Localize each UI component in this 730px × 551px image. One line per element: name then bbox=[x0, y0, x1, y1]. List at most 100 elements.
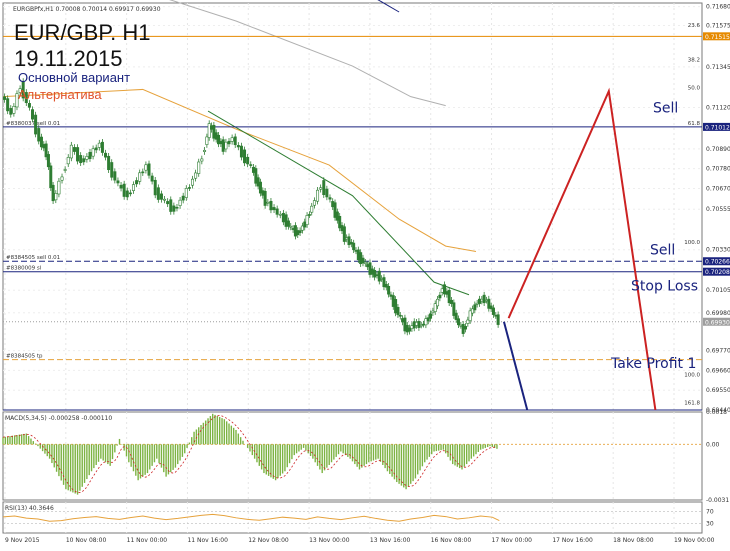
candle-body bbox=[489, 305, 493, 310]
candle-body bbox=[12, 106, 16, 114]
candle-body bbox=[159, 193, 163, 200]
candle-body bbox=[72, 147, 76, 152]
candle-body bbox=[269, 200, 273, 211]
price-tag-box bbox=[703, 267, 730, 276]
candle-body bbox=[482, 294, 486, 304]
y-tick-label: 0.71120 bbox=[706, 104, 730, 111]
candle-body bbox=[166, 201, 170, 205]
candle-body bbox=[82, 158, 86, 163]
candle-body bbox=[227, 140, 231, 145]
candle-body bbox=[236, 145, 240, 148]
candle-body bbox=[91, 148, 95, 157]
candle-body bbox=[88, 151, 92, 159]
candle-body bbox=[203, 149, 207, 152]
candle-body bbox=[473, 304, 477, 311]
fib-level-label: 50.0 bbox=[688, 85, 701, 91]
candle-body bbox=[18, 88, 22, 93]
candle-body bbox=[156, 187, 160, 200]
candle-body bbox=[263, 190, 267, 206]
order-label: #8384505 tp bbox=[6, 354, 43, 360]
y-tick-label: 0.71680 bbox=[706, 4, 730, 11]
macd-panel-frame bbox=[2, 411, 703, 501]
candle-body bbox=[66, 157, 70, 165]
y-tick-label: 0.69770 bbox=[706, 348, 730, 355]
price-tag-box bbox=[703, 257, 730, 266]
candle-body bbox=[239, 145, 243, 158]
rsi-y-tick: 70 bbox=[706, 508, 714, 515]
price-tag-box bbox=[703, 317, 730, 326]
candle-body bbox=[135, 180, 139, 185]
candle-body bbox=[44, 143, 48, 158]
candle-body bbox=[419, 324, 423, 327]
candle-body bbox=[34, 114, 38, 135]
candle-body bbox=[15, 93, 19, 108]
candle-body bbox=[46, 154, 50, 168]
annotation-label: Stop Loss bbox=[631, 279, 698, 295]
macd-signal-line bbox=[2, 415, 497, 493]
candle-body bbox=[24, 92, 28, 104]
candle-body bbox=[417, 321, 421, 328]
order-label: #8380009 sl bbox=[6, 266, 42, 272]
candle-body bbox=[147, 163, 151, 176]
candle-body bbox=[278, 213, 282, 216]
candle-body bbox=[128, 192, 132, 195]
candle-body bbox=[27, 103, 31, 108]
candle-body bbox=[487, 298, 491, 309]
candle-body bbox=[6, 98, 10, 112]
candle-body bbox=[125, 190, 129, 198]
candle-body bbox=[172, 205, 176, 212]
order-label: #8380037 sell 0.01 bbox=[6, 121, 60, 127]
candle-body bbox=[104, 152, 108, 158]
rsi-y-tick: 30 bbox=[706, 521, 714, 528]
candle-body bbox=[396, 306, 400, 315]
x-tick-label: 18 Nov 08:00 bbox=[613, 537, 654, 544]
candle-body bbox=[150, 175, 154, 182]
candle-body bbox=[194, 172, 198, 179]
candle-body bbox=[384, 283, 388, 288]
candle-body bbox=[144, 164, 148, 171]
candle-body bbox=[49, 165, 53, 189]
candle-body bbox=[305, 215, 309, 225]
candle-body bbox=[57, 180, 61, 195]
y-tick-label: 0.71575 bbox=[706, 23, 730, 30]
rsi-line bbox=[2, 513, 500, 522]
candle-body bbox=[429, 313, 433, 319]
fib-level-label: 38.2 bbox=[688, 57, 700, 63]
x-tick-label: 16 Nov 08:00 bbox=[431, 537, 472, 544]
candle-body bbox=[85, 156, 89, 160]
candle-body bbox=[79, 155, 83, 164]
candle-body bbox=[272, 207, 276, 211]
y-tick-label: 0.70890 bbox=[706, 146, 730, 153]
candle-body bbox=[230, 137, 234, 142]
price-tag-text: 0.71012 bbox=[705, 124, 730, 131]
candle-body bbox=[298, 230, 302, 234]
candle-body bbox=[224, 141, 228, 150]
rsi-panel-frame bbox=[2, 501, 703, 534]
candle-body bbox=[312, 200, 316, 206]
chart-date: 19.11.2015 bbox=[14, 46, 123, 71]
macd-y-tick: -0.0031 bbox=[706, 497, 729, 504]
y-tick-label: 0.71345 bbox=[706, 64, 730, 71]
candle-body bbox=[447, 290, 451, 304]
candle-body bbox=[163, 198, 167, 201]
forecast-path bbox=[502, 321, 529, 411]
y-tick-label: 0.69550 bbox=[706, 387, 730, 394]
candle-body bbox=[169, 199, 173, 212]
y-tick-label: 0.70330 bbox=[706, 247, 730, 254]
candle-body bbox=[319, 187, 323, 190]
candle-body bbox=[254, 168, 258, 184]
x-tick-label: 10 Nov 08:00 bbox=[66, 537, 107, 544]
candle-body bbox=[464, 326, 468, 330]
x-tick-label: 17 Nov 16:00 bbox=[552, 537, 593, 544]
candle-body bbox=[178, 199, 182, 206]
candle-body bbox=[205, 136, 209, 145]
candle-body bbox=[54, 193, 58, 201]
candle-body bbox=[433, 303, 437, 312]
candle-body bbox=[338, 215, 342, 229]
x-tick-label: 19 Nov 00:00 bbox=[674, 537, 715, 544]
candle-body bbox=[373, 269, 377, 278]
candle-body bbox=[300, 225, 304, 231]
candle-body bbox=[207, 123, 211, 138]
candle-body bbox=[322, 180, 326, 196]
